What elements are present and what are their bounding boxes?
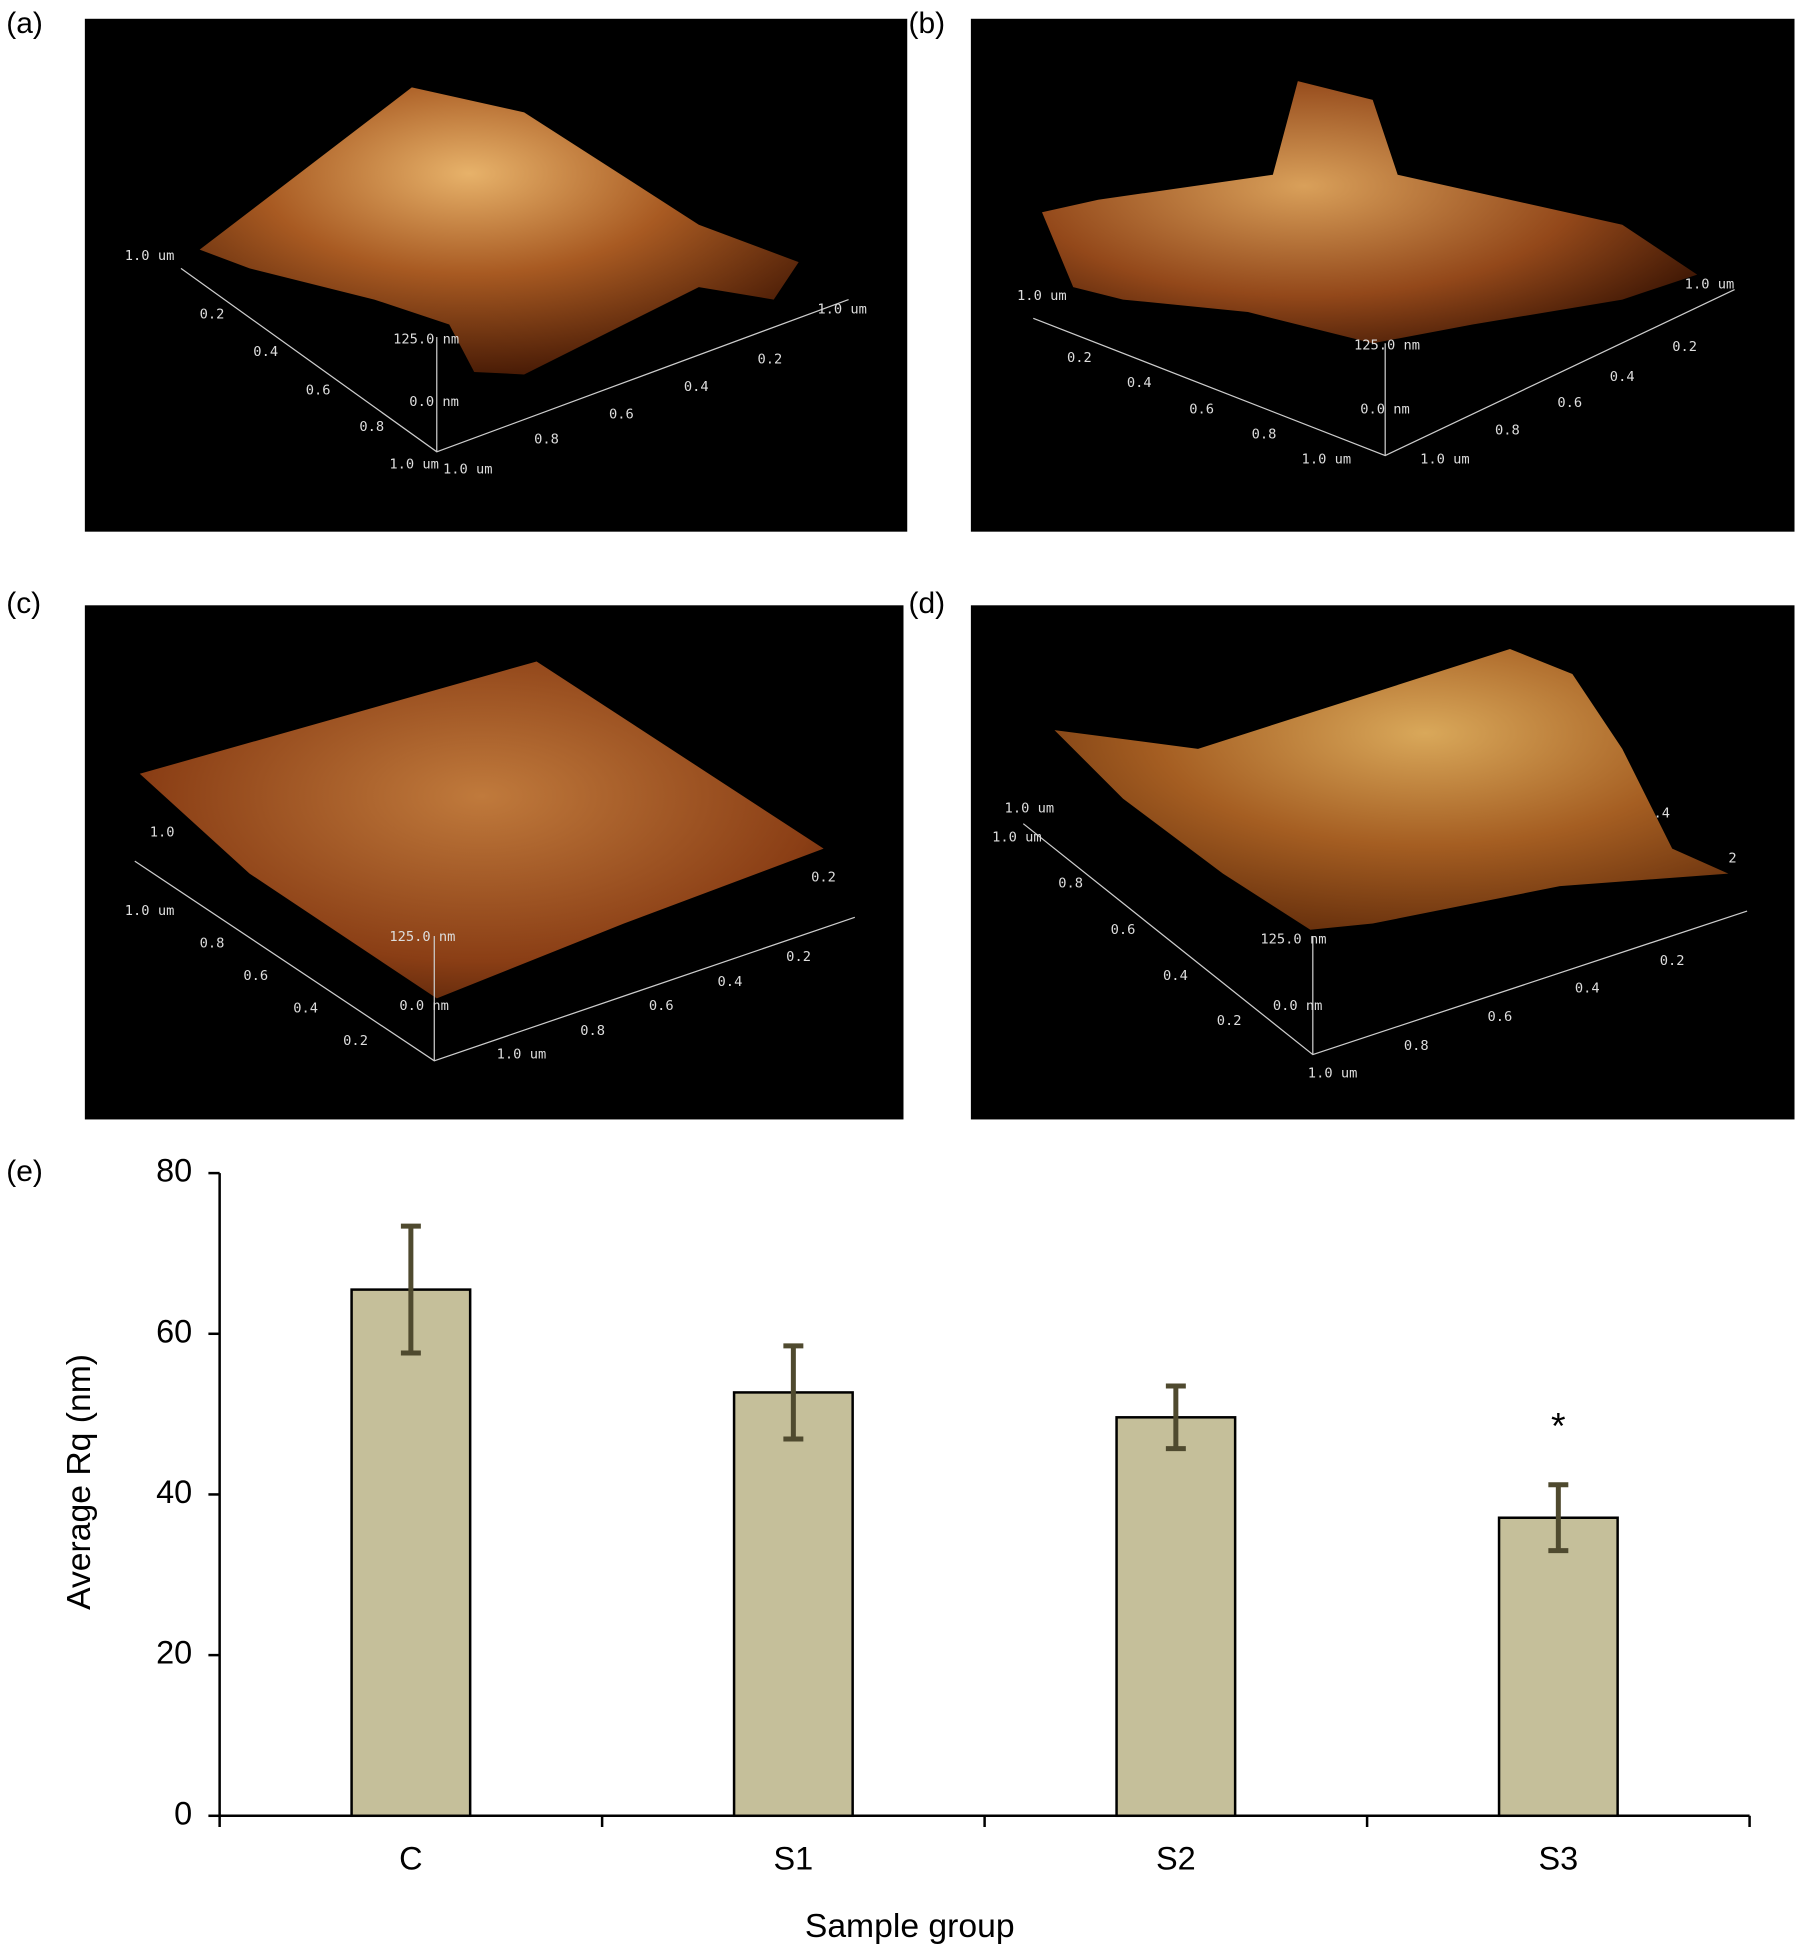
afm-axis-label: 1.0 um	[1302, 451, 1352, 467]
afm-axis-label: 0.0 nm	[399, 998, 449, 1014]
x-tick-label: S1	[774, 1840, 814, 1876]
afm-axis-label: 0.2	[1217, 1013, 1242, 1029]
bar	[1115, 1416, 1237, 1818]
afm-axis-label: 0.6	[609, 406, 634, 422]
afm-axis-label: 0.8	[580, 1023, 605, 1039]
afm-axis-label: 1.0 um	[992, 829, 1042, 845]
error-bar	[1548, 1482, 1569, 1554]
x-axis-title: Sample group	[805, 1908, 1015, 1945]
afm-axis-label: 0.6	[306, 383, 331, 399]
afm-axis-label: 1.0 um	[1685, 277, 1735, 293]
afm-axes	[134, 267, 1748, 1062]
afm-surface	[1042, 81, 1698, 344]
y-tick-label: 0	[174, 1795, 192, 1831]
afm-axis-label: 0.8	[1404, 1038, 1429, 1054]
afm-axis-label: 125.0 nm	[1354, 338, 1420, 354]
x-tick-label: C	[399, 1840, 422, 1876]
afm-axis-label: 0.4	[1127, 375, 1152, 391]
afm-axis-label: 0.6	[1111, 922, 1136, 938]
afm-axis-label: 1.0 um	[1017, 288, 1067, 304]
afm-axis-label: 0.4	[1163, 968, 1188, 984]
afm-axis-label: 0.2	[811, 869, 836, 885]
panel-label: (b)	[908, 7, 945, 40]
afm-axis-label: 0.6	[243, 968, 268, 984]
afm-surface	[199, 87, 799, 375]
afm-axis-label: 0.4	[684, 379, 709, 395]
afm-axis-label: 0.6	[1488, 1009, 1513, 1025]
bar	[732, 1391, 854, 1818]
afm-images	[84, 18, 1795, 1120]
afm-axis-label: 0.2	[200, 307, 225, 323]
afm-axis-label: 0.8	[1058, 876, 1083, 892]
afm-axis-label: 0.4	[1575, 980, 1600, 996]
x-tick-label: S2	[1156, 1840, 1196, 1876]
afm-axis-label: 1.0 um	[443, 461, 493, 477]
afm-axis-label: 0.0 nm	[409, 394, 459, 410]
afm-axis-label: 0.8	[534, 431, 559, 447]
y-tick-label: 60	[156, 1313, 192, 1349]
afm-axis-label: 1.0 um	[497, 1047, 547, 1063]
afm-axis-label: 0.2	[1067, 350, 1092, 366]
afm-axis-label: 0.4	[718, 974, 743, 990]
afm-axis-label: 0.0 nm	[1360, 401, 1410, 417]
bar	[350, 1288, 472, 1818]
afm-axis-label: 0.2	[1672, 339, 1697, 355]
afm-surface	[139, 661, 824, 999]
afm-axis-label: .4	[1653, 806, 1670, 822]
y-tick-label: 20	[156, 1635, 192, 1671]
panel-label: (d)	[908, 587, 945, 620]
afm-axis-label: 0.4	[1610, 369, 1635, 385]
afm-axis-label: 0.0 nm	[1273, 998, 1323, 1014]
afm-axis-label: 0.2	[757, 351, 782, 367]
afm-axis-label: 0.2	[343, 1033, 368, 1049]
y-tick-label: 40	[156, 1474, 192, 1510]
afm-axis-label: 1.0 um	[125, 248, 175, 264]
afm-axis-label: 0.8	[1495, 423, 1520, 439]
bar	[1497, 1516, 1619, 1818]
afm-axis-label: 0.2	[1660, 953, 1685, 969]
afm-axis-label: 0.4	[293, 1000, 318, 1016]
afm-axis-label: 1.0	[150, 824, 175, 840]
afm-axis-label: 0.6	[1189, 401, 1214, 417]
y-tick-label: 80	[156, 1153, 192, 1189]
afm-axis-label: 125.0 nm	[393, 331, 459, 347]
afm-axis-label: 0.8	[200, 935, 225, 951]
afm-axis-label: 0.6	[649, 998, 674, 1014]
annotation: *	[1551, 1405, 1566, 1447]
error-bar	[400, 1223, 421, 1356]
afm-axis-label: 0.8	[1252, 426, 1277, 442]
afm-axis-label: 1.0 um	[1005, 801, 1055, 817]
afm-axis-label: 1.0 um	[1308, 1065, 1358, 1081]
x-tick-label: S3	[1538, 1840, 1578, 1876]
error-bar	[1165, 1383, 1186, 1452]
afm-axis-label: 0.8	[359, 419, 384, 435]
y-axis-title: Average Rq (nm)	[61, 1354, 98, 1610]
panel-label: (c)	[6, 587, 41, 620]
afm-axis-label: 1.0 um	[1420, 451, 1470, 467]
afm-axis-label: 125.0 nm	[1260, 932, 1326, 948]
panel-label: (a)	[6, 7, 43, 40]
afm-axis-label: 1.0 um	[125, 903, 175, 919]
afm-axis-label: 0.2	[786, 949, 811, 965]
afm-axis-label: 0.4	[253, 344, 278, 360]
panel-label: (e)	[6, 1155, 43, 1188]
afm-axis-label: 2	[1728, 851, 1736, 867]
afm-axis-label: 1.0 um	[389, 456, 439, 472]
afm-axis-label: 0.6	[1557, 395, 1582, 411]
error-bar	[783, 1343, 804, 1442]
afm-axis-label: 125.0 nm	[389, 929, 455, 945]
afm-axis-label: 1.0 um	[817, 302, 867, 318]
afm-surface	[1054, 648, 1729, 930]
